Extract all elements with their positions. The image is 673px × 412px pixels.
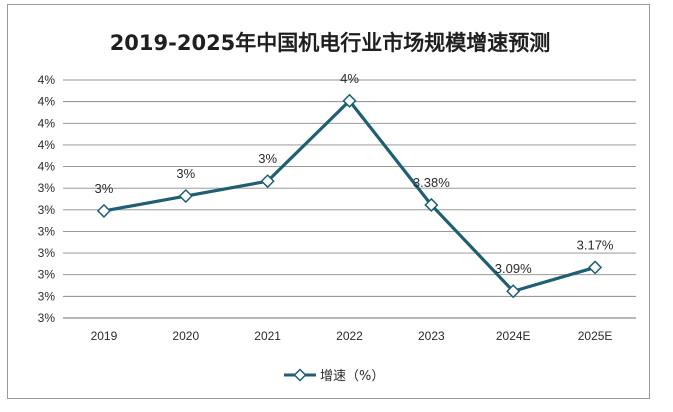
y-axis-ticks: 3% 3% 3% 3% 3% 3% 3% 4% 4% 4% 4% 4% xyxy=(38,73,56,325)
data-point-marker xyxy=(178,188,193,204)
data-labels: 3% 3% 3% 4% 3.38% 3.09% 3.17% xyxy=(95,71,614,276)
y-tick-label: 4% xyxy=(38,73,56,87)
data-point-marker xyxy=(96,203,111,218)
y-tick-label: 4% xyxy=(38,116,56,130)
legend-label: 增速（%） xyxy=(320,369,384,384)
data-point-marker xyxy=(424,197,439,213)
y-tick-label: 3% xyxy=(38,246,56,260)
data-label: 4% xyxy=(340,71,359,86)
chart-frame xyxy=(7,4,650,399)
x-tick-label: 2025E xyxy=(578,329,613,343)
data-label: 3.17% xyxy=(577,237,614,252)
data-label: 3.09% xyxy=(495,261,532,276)
x-tick-label: 2023 xyxy=(418,329,445,343)
y-tick-label: 3% xyxy=(38,203,56,217)
data-point-marker xyxy=(506,284,521,299)
x-tick-label: 2020 xyxy=(172,329,199,343)
y-tick-label: 4% xyxy=(38,95,56,109)
legend: 增速（%） xyxy=(284,368,384,384)
x-axis-ticks: 2019 2020 2021 2022 2023 2024E 2025E xyxy=(91,329,613,343)
y-tick-label: 3% xyxy=(38,181,56,195)
series-group xyxy=(96,93,603,299)
data-label: 3% xyxy=(95,181,114,196)
data-label: 3.38% xyxy=(413,175,450,190)
y-tick-label: 3% xyxy=(38,268,56,282)
data-point-marker xyxy=(588,260,603,275)
legend-marker xyxy=(293,368,307,382)
x-tick-label: 2019 xyxy=(91,329,118,343)
data-label: 3% xyxy=(176,166,195,181)
y-tick-label: 4% xyxy=(38,160,56,174)
data-point-marker xyxy=(260,174,275,189)
data-label: 3% xyxy=(258,151,277,166)
y-tick-label: 3% xyxy=(38,289,56,303)
x-tick-label: 2022 xyxy=(336,329,363,343)
x-tick-label: 2021 xyxy=(254,329,281,343)
y-tick-label: 4% xyxy=(38,138,56,152)
grid-lines xyxy=(63,79,636,319)
y-tick-label: 3% xyxy=(38,224,56,238)
x-tick-label: 2024E xyxy=(496,329,531,343)
chart-title: 2019-2025年中国机电行业市场规模增速预测 xyxy=(110,31,551,55)
y-tick-label: 3% xyxy=(38,311,56,325)
data-point-marker xyxy=(342,93,357,108)
